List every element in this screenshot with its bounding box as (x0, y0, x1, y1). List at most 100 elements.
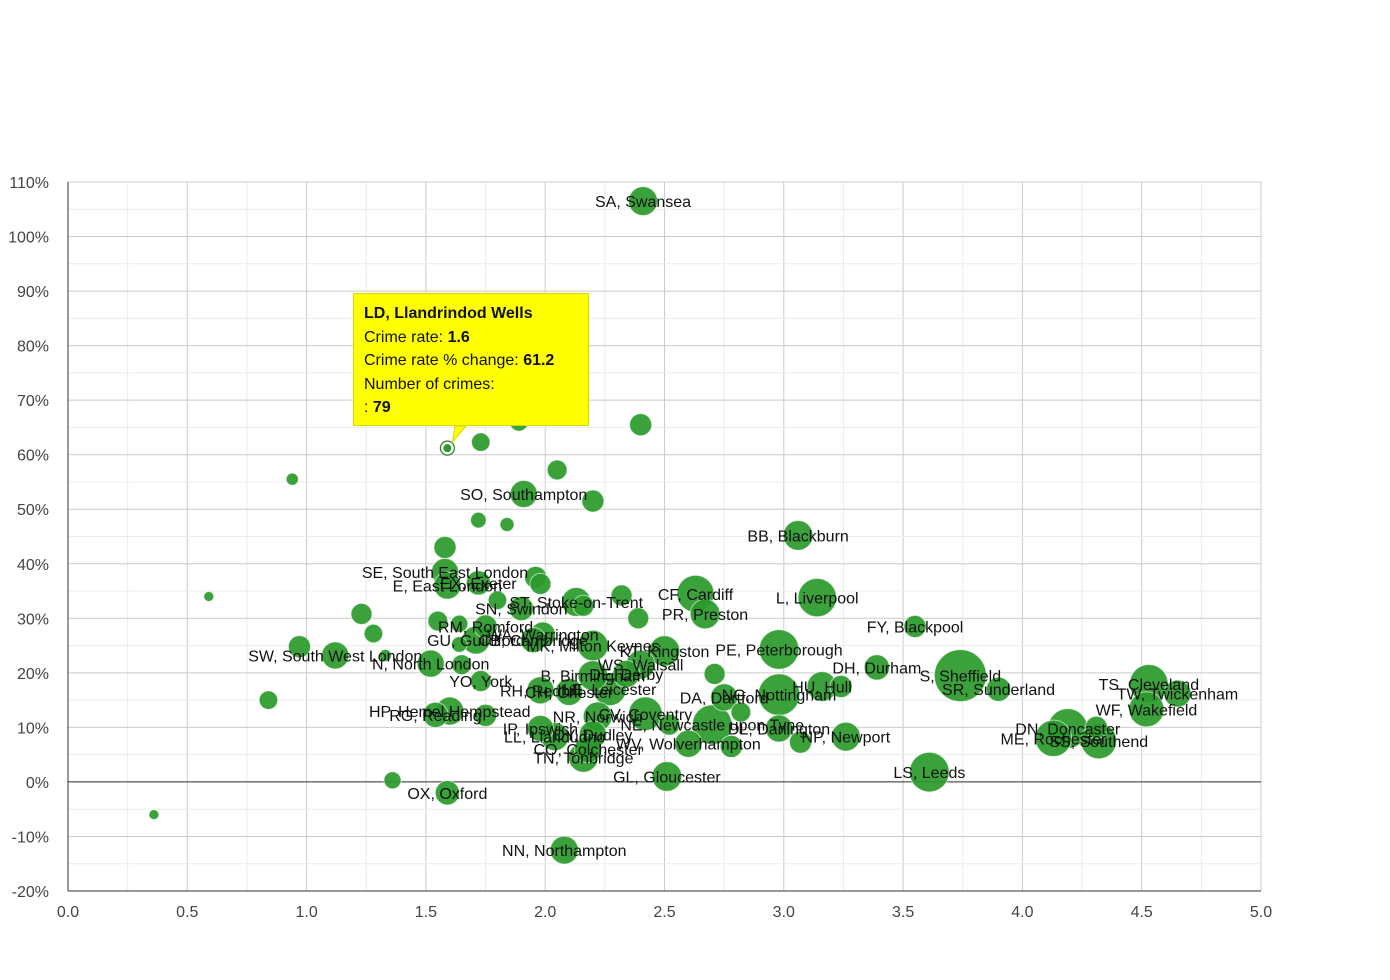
bubble[interactable] (487, 590, 508, 611)
bubble-label: CV, Coventry (599, 707, 693, 724)
bubble[interactable] (148, 809, 160, 821)
bubble[interactable] (648, 635, 681, 667)
bubble[interactable] (574, 735, 603, 764)
bubble[interactable] (287, 635, 312, 659)
bubble-label: DL, Darlington (728, 721, 830, 738)
bubble[interactable] (758, 629, 800, 670)
bubble-label: PE, Peterborough (715, 642, 842, 659)
bubble-label: SO, Southampton (460, 487, 587, 504)
bubble[interactable] (909, 751, 950, 793)
bubble[interactable] (658, 713, 681, 736)
bubble[interactable] (985, 676, 1012, 702)
bubble[interactable] (321, 641, 350, 670)
bubble[interactable] (1128, 691, 1165, 728)
bubble[interactable] (350, 602, 373, 625)
bubble[interactable] (465, 570, 492, 596)
y-tick-label: -10% (12, 829, 49, 846)
bubble[interactable] (203, 590, 215, 602)
bubble[interactable] (499, 516, 515, 533)
bubble[interactable] (719, 734, 743, 759)
bubble-label: L, Liverpool (776, 591, 859, 608)
bubble[interactable] (450, 614, 469, 633)
bubble[interactable] (258, 690, 279, 710)
bubble[interactable] (473, 614, 498, 639)
bubble[interactable] (933, 649, 987, 703)
bubble[interactable] (473, 703, 498, 727)
bubble-label: DA, Dartford (680, 690, 769, 707)
bubble[interactable] (689, 598, 721, 630)
bubble[interactable] (581, 489, 605, 513)
bubble[interactable] (730, 701, 752, 723)
bubble[interactable] (572, 594, 595, 617)
y-tick-label: 50% (17, 502, 49, 519)
bubble[interactable] (471, 432, 491, 452)
bubble-label: NN, Northampton (502, 843, 627, 860)
bubble-label: KT, Kingston (620, 644, 710, 661)
bubble-label: ME, Rochester (1001, 731, 1107, 748)
bubble-highlighted[interactable] (443, 444, 452, 453)
bubble[interactable] (651, 761, 683, 792)
bubble[interactable] (529, 572, 552, 595)
bubble[interactable] (526, 714, 555, 743)
bubble[interactable] (1084, 715, 1108, 739)
bubble[interactable] (830, 721, 861, 752)
bubble-label: OX, Oxford (407, 786, 487, 803)
bubble-label: SE, South East London (362, 565, 528, 582)
bubble[interactable] (383, 771, 402, 790)
bubble[interactable] (416, 649, 445, 678)
bubble[interactable] (829, 674, 853, 699)
bubble[interactable] (903, 614, 927, 639)
bubble-label: TS, Cleveland (1099, 677, 1200, 694)
bubble[interactable] (629, 413, 653, 437)
bubble[interactable] (378, 648, 392, 662)
bubble[interactable] (285, 472, 299, 486)
bubble[interactable] (788, 730, 813, 754)
bubble[interactable] (427, 610, 449, 632)
tooltip-crime-rate-value: 1.6 (447, 328, 470, 346)
bubble[interactable] (451, 654, 473, 676)
tooltip-tail (451, 425, 468, 444)
bubble[interactable] (1163, 679, 1192, 708)
bubble[interactable] (549, 835, 579, 865)
bubble[interactable] (627, 607, 650, 630)
bubble[interactable] (433, 571, 462, 600)
bubble[interactable] (764, 714, 794, 743)
tooltip-title: LD, Llandrindod Wells (364, 305, 533, 322)
bubble[interactable] (433, 535, 457, 559)
bubble[interactable] (520, 626, 547, 654)
bubble[interactable] (469, 670, 492, 693)
bubble[interactable] (363, 623, 384, 644)
x-tick-label: 2.0 (534, 904, 556, 921)
bubble[interactable] (610, 584, 633, 607)
bubble-label: N, North London (372, 657, 489, 674)
bubble[interactable] (628, 186, 658, 217)
bubble[interactable] (546, 459, 568, 481)
bubble[interactable] (554, 677, 584, 707)
bubble[interactable] (674, 729, 703, 758)
bubble[interactable] (628, 696, 663, 732)
bubble[interactable] (863, 654, 890, 681)
bubble[interactable] (703, 662, 726, 685)
x-tick-label: 4.0 (1011, 904, 1033, 921)
bubble[interactable] (508, 595, 534, 622)
bubble[interactable] (526, 676, 555, 705)
bubble[interactable] (782, 520, 814, 551)
x-tick-label: 1.5 (415, 904, 437, 921)
bubble[interactable] (710, 683, 739, 712)
x-tick-label: 1.0 (295, 904, 317, 921)
bubble[interactable] (509, 479, 538, 509)
bubble[interactable] (577, 660, 609, 691)
bubble[interactable] (797, 577, 837, 618)
bubble[interactable] (434, 780, 461, 806)
bubble[interactable] (422, 701, 449, 728)
bubble[interactable] (470, 511, 487, 529)
tick-label-layer: 0.0 0.5 1.0 1.5 2.0 2.5 3.0 3.5 4.0 4.5 5.0 -20% -10… (8, 175, 1272, 921)
bubble[interactable] (1034, 719, 1073, 758)
bubble-label: DY, Dudley (553, 727, 632, 744)
bubble[interactable] (612, 659, 641, 689)
bubble-label: S, Sheffield (920, 669, 1002, 686)
bubble[interactable] (450, 636, 468, 653)
bubble-label: LS, Leeds (893, 765, 965, 782)
bubble-label: PR, Preston (662, 607, 748, 624)
bubble-label: DE, Derby (589, 667, 663, 684)
